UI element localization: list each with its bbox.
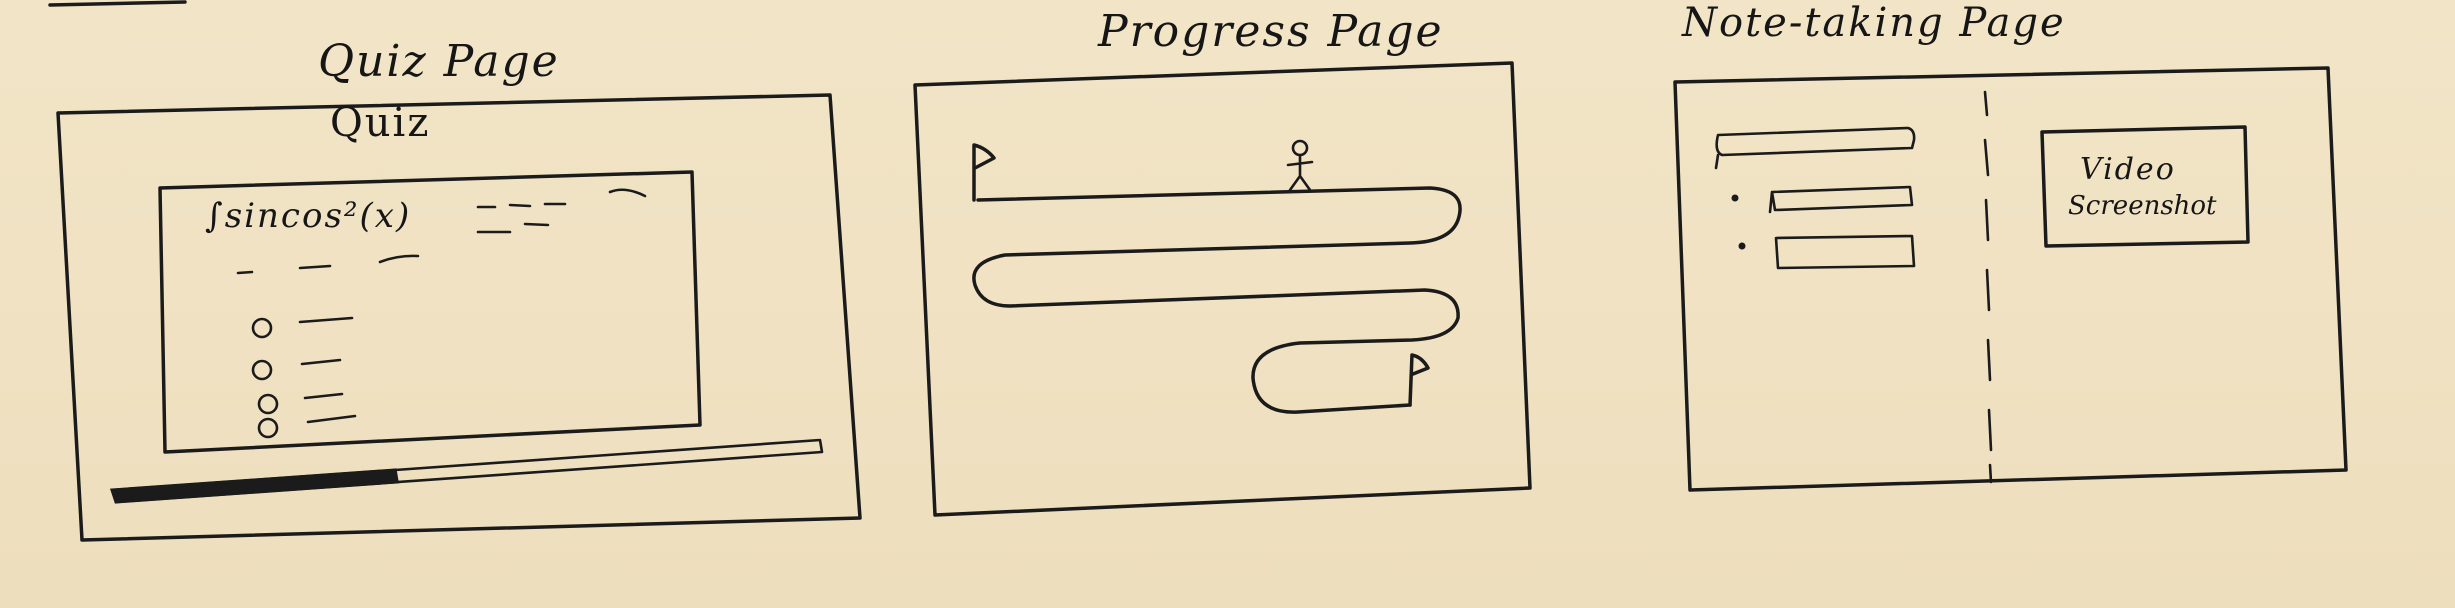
- option-line: [298, 316, 354, 324]
- winding-path: [972, 186, 1462, 414]
- end-flag-icon: [1408, 353, 1430, 407]
- option-radio[interactable]: [251, 359, 273, 381]
- start-flag-icon: [972, 143, 996, 202]
- question-scribble: [236, 254, 420, 275]
- option-radio[interactable]: [257, 393, 279, 415]
- bullet-icon: [1738, 242, 1746, 250]
- notes-frame: [1673, 66, 2348, 492]
- quiz-progress-bar: [109, 438, 824, 504]
- question-card: [158, 170, 702, 454]
- progress-page-title: Progress Page: [1098, 6, 1444, 57]
- answer-options: [251, 316, 357, 439]
- video-label-line2: Screenshot: [2068, 191, 2217, 221]
- progress-panel: [913, 61, 1532, 517]
- stick-figure-icon: [1286, 139, 1314, 192]
- question-scribble: [476, 222, 550, 234]
- panel-divider: [1983, 90, 1993, 484]
- note-item[interactable]: [1768, 185, 1914, 214]
- video-screenshot-frame: [2040, 125, 2250, 248]
- note-item[interactable]: [1714, 126, 1916, 170]
- progress-frame: [913, 61, 1532, 517]
- option-line: [306, 414, 357, 424]
- notes-panel: [1673, 66, 2348, 492]
- quiz-page-title: Quiz Page: [318, 36, 560, 87]
- progress-fill: [109, 468, 399, 504]
- quiz-frame: [56, 93, 862, 542]
- option-line: [300, 358, 342, 366]
- option-radio[interactable]: [251, 317, 273, 339]
- note-item[interactable]: [1774, 234, 1916, 270]
- quiz-panel: [56, 93, 862, 542]
- bullet-icon: [1731, 194, 1739, 202]
- option-line: [303, 392, 344, 400]
- question-formula: ∫sincos²(x): [205, 196, 412, 236]
- quiz-heading: Quiz: [330, 100, 431, 146]
- video-label-line1: Video: [2080, 152, 2176, 187]
- question-scribble: [476, 188, 647, 209]
- note-taking-page-title: Note-taking Page: [1682, 0, 2066, 46]
- top-edge-line: [48, 0, 187, 7]
- option-radio[interactable]: [257, 417, 279, 439]
